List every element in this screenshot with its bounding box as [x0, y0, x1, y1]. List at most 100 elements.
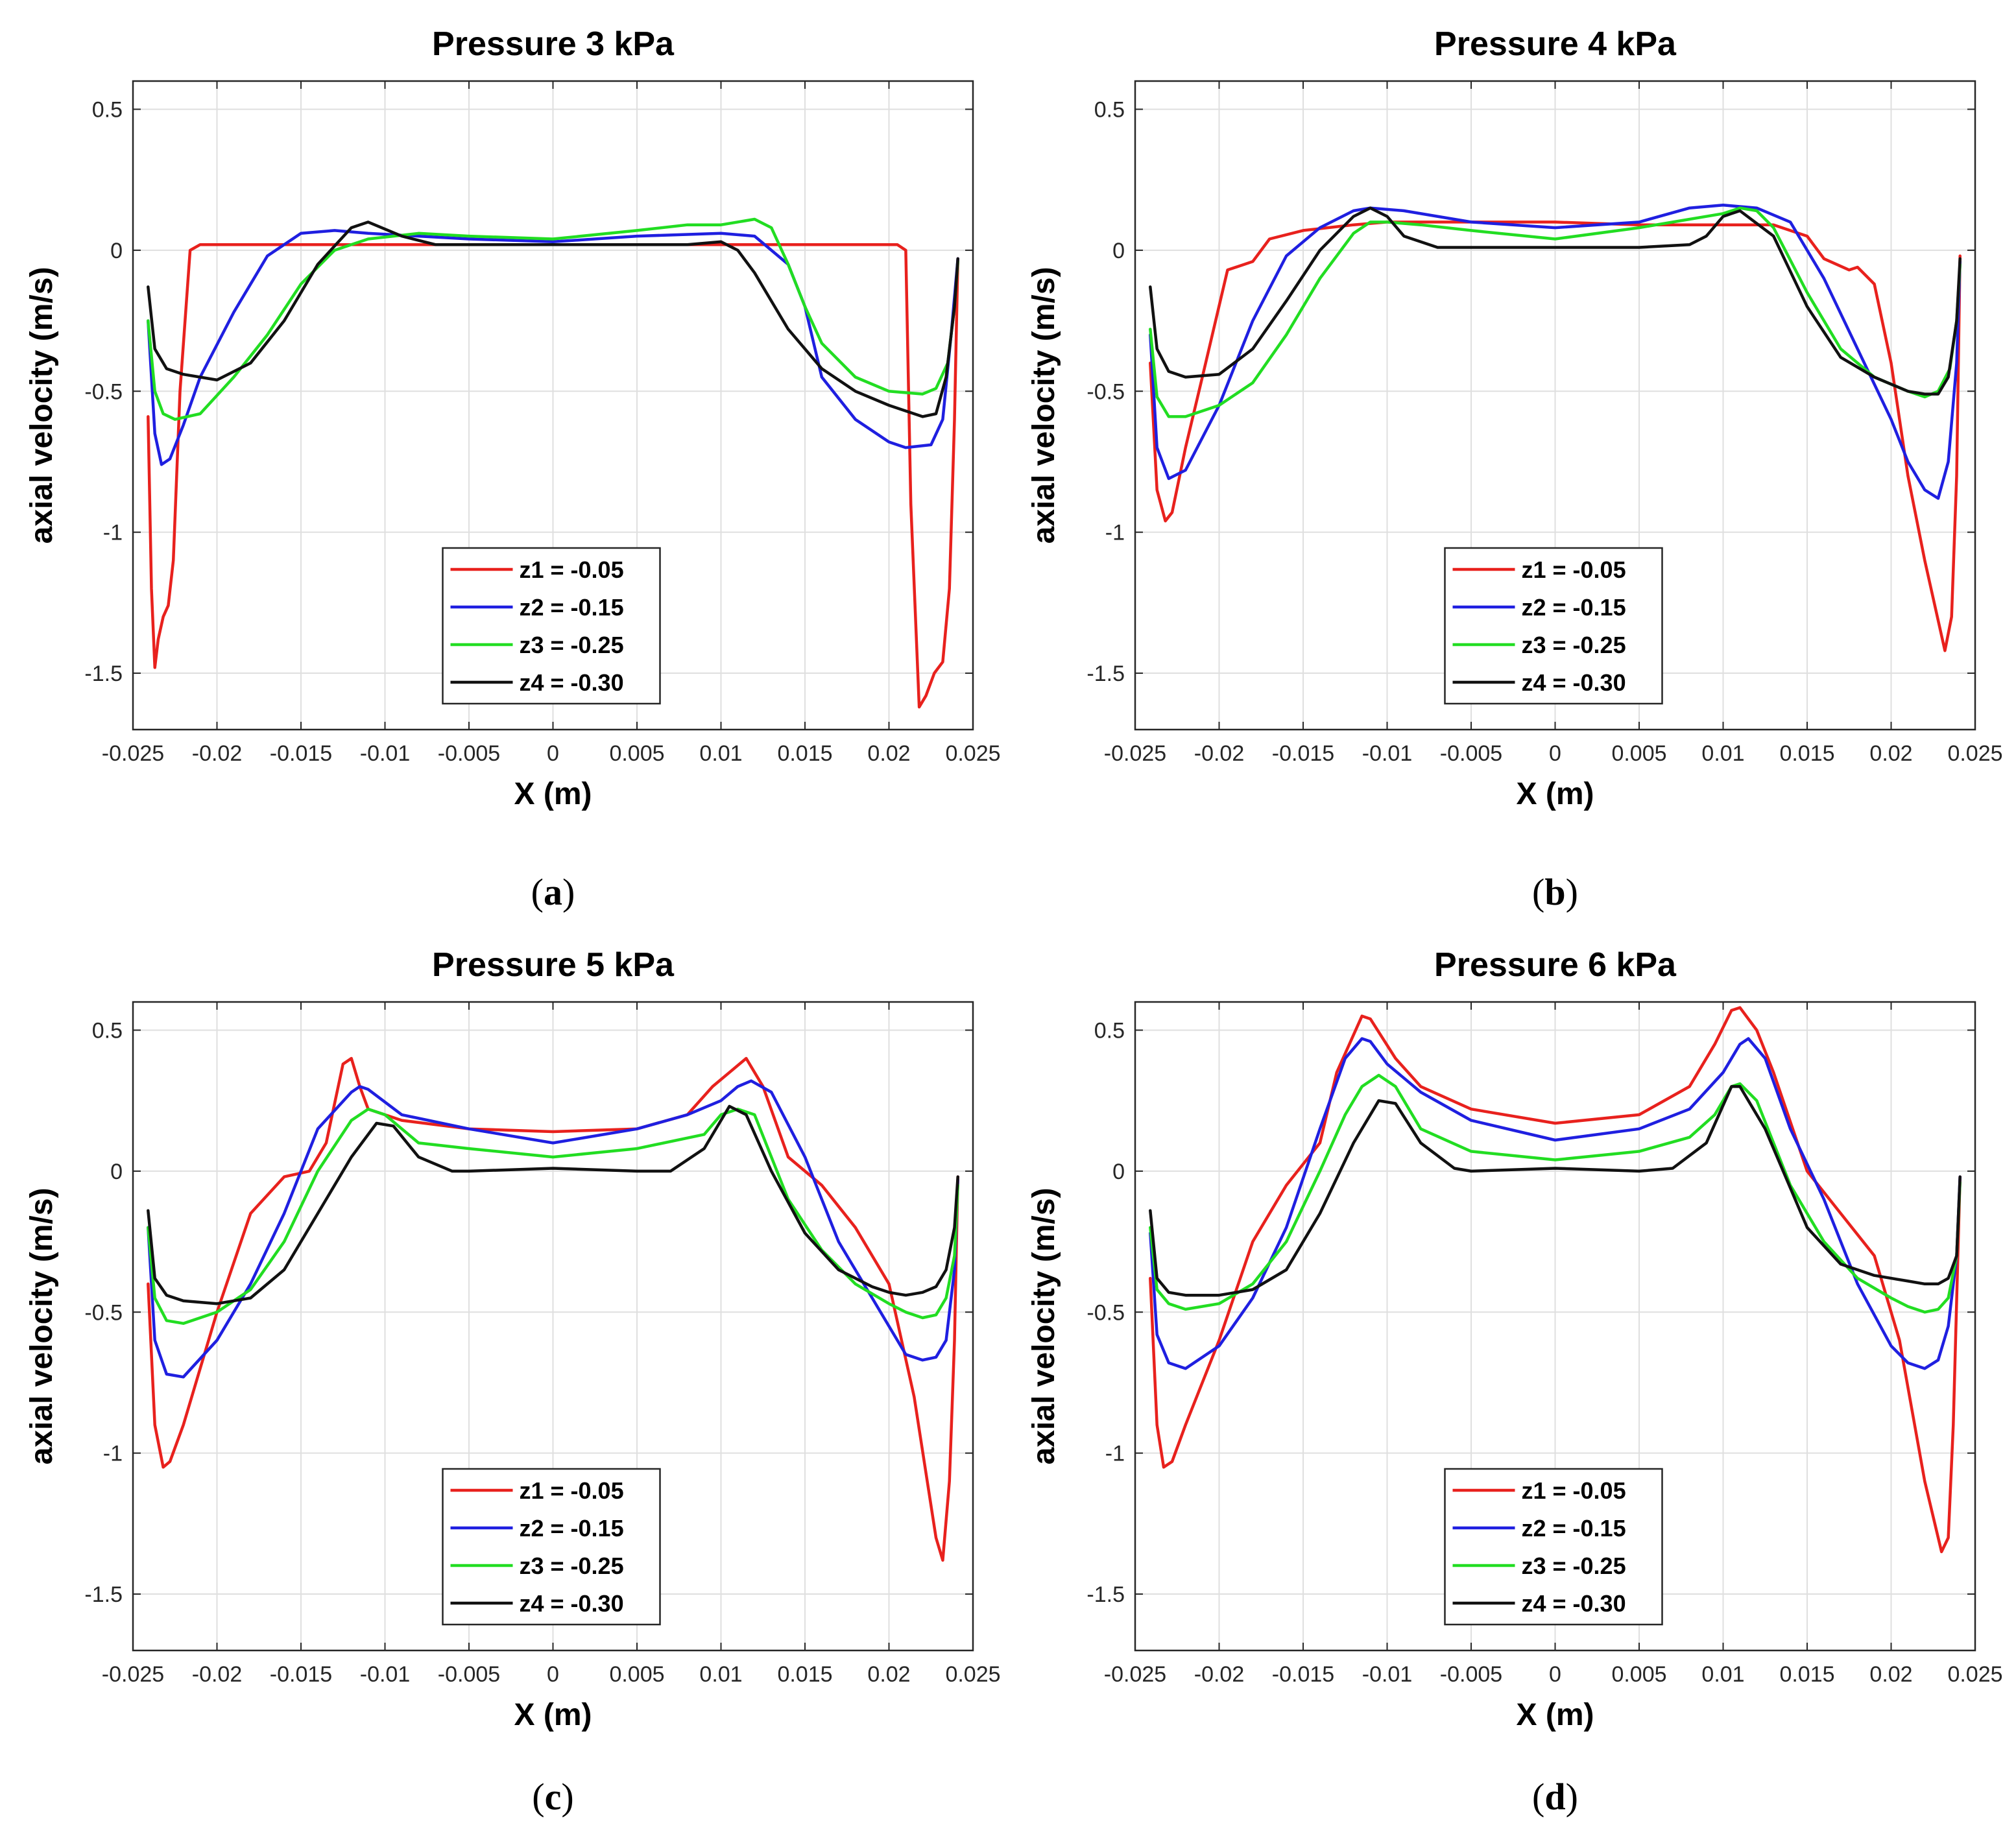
chart-title: Pressure 6 kPa: [1434, 946, 1677, 984]
x-tick-label: -0.02: [1194, 1662, 1245, 1687]
x-tick-label: 0.015: [1779, 741, 1834, 766]
legend-box: [1444, 547, 1663, 705]
x-tick-label: 0.025: [1947, 1662, 2002, 1687]
x-tick-label: -0.015: [1272, 741, 1334, 766]
y-tick-label: -1.5: [1086, 1582, 1125, 1607]
y-tick-label: -1: [103, 1442, 123, 1466]
y-tick-label: -1.5: [84, 661, 123, 686]
chart-title: Pressure 5 kPa: [432, 946, 675, 984]
x-tick-label: 0.015: [1779, 1662, 1834, 1687]
legend-entry-z2: z2 = -0.15: [1522, 594, 1626, 621]
legend-entry-z3: z3 = -0.25: [1522, 1553, 1626, 1579]
x-tick-label: -0.01: [1362, 741, 1413, 766]
legend-entry-z4: z4 = -0.30: [1522, 1590, 1626, 1617]
x-tick-label: 0.025: [1947, 741, 2002, 766]
y-tick-label: -1: [1105, 521, 1125, 545]
x-axis-label: X (m): [514, 777, 592, 811]
legend: z1 = -0.05 z2 = -0.15 z3 = -0.25 z4 = -0.30: [442, 1468, 661, 1626]
y-tick-label: 0.5: [92, 1018, 123, 1043]
series-line-z4: [1149, 1085, 1962, 1297]
y-tick-label: -0.5: [84, 1300, 123, 1325]
series-line-z4: [147, 1104, 959, 1305]
x-tick-label: 0.01: [699, 1662, 742, 1687]
y-tick-label: -0.5: [84, 379, 123, 404]
x-tick-label: 0.005: [1611, 741, 1666, 766]
chart-panel-c: -0.025 -0.02 -0.015 -0.01 -0.005 0 0.005 0.01 0.…: [25, 946, 1001, 1818]
legend: z1 = -0.05 z2 = -0.15 z3 = -0.25 z4 = -0.30: [1444, 547, 1663, 705]
y-tick-label: -0.5: [1086, 379, 1125, 404]
x-tick-label: -0.005: [438, 1662, 500, 1687]
x-tick-label: -0.005: [438, 741, 500, 766]
x-tick-label: -0.01: [1362, 1662, 1413, 1687]
legend-entry-z2: z2 = -0.15: [520, 594, 624, 621]
series-group: [147, 217, 959, 709]
x-tick-label: -0.02: [192, 741, 243, 766]
legend-entry-z2: z2 = -0.15: [520, 1515, 624, 1542]
subfigure-label: (b): [1532, 871, 1578, 913]
series-line-z3: [147, 1107, 959, 1325]
x-tick-label: -0.02: [1194, 741, 1245, 766]
x-tick-label: -0.005: [1440, 1662, 1502, 1687]
x-tick-label: -0.025: [1104, 1662, 1166, 1687]
x-tick-label: -0.015: [270, 741, 332, 766]
series-group: [1149, 1006, 1962, 1554]
y-axis-label: axial velocity (m/s): [1027, 1188, 1061, 1465]
y-tick-label: -1.5: [1086, 661, 1125, 686]
legend: z1 = -0.05 z2 = -0.15 z3 = -0.25 z4 = -0.30: [442, 547, 661, 705]
x-tick-label: 0: [1549, 1662, 1561, 1687]
y-tick-label: 0: [1112, 239, 1125, 263]
legend-entry-z3: z3 = -0.25: [1522, 632, 1626, 658]
x-tick-label: 0.02: [1869, 741, 1912, 766]
series-line-z4: [1149, 206, 1962, 396]
legend-box: [442, 547, 661, 705]
y-tick-label: 0.5: [92, 97, 123, 122]
y-tick-label: 0: [1112, 1160, 1125, 1184]
legend-entry-z1: z1 = -0.05: [520, 1477, 624, 1504]
x-tick-label: -0.01: [360, 741, 411, 766]
subfigure-label: (d): [1532, 1776, 1578, 1818]
legend-entry-z4: z4 = -0.30: [520, 669, 624, 696]
y-axis-label: axial velocity (m/s): [25, 1188, 59, 1465]
legend-entry-z4: z4 = -0.30: [1522, 669, 1626, 696]
x-tick-label: 0.025: [945, 741, 1000, 766]
y-tick-label: 0: [110, 1160, 123, 1184]
x-tick-label: 0.01: [1701, 1662, 1744, 1687]
series-line-z3: [1149, 1073, 1962, 1314]
x-tick-label: -0.01: [360, 1662, 411, 1687]
x-tick-label: 0.01: [1701, 741, 1744, 766]
x-tick-label: 0.02: [1869, 1662, 1912, 1687]
legend-entry-z2: z2 = -0.15: [1522, 1515, 1626, 1542]
series-line-z3: [147, 217, 959, 421]
legend-entry-z1: z1 = -0.05: [520, 556, 624, 583]
x-tick-label: 0.015: [777, 1662, 832, 1687]
x-tick-label: 0.005: [609, 1662, 664, 1687]
x-tick-label: -0.025: [1104, 741, 1166, 766]
legend-entry-z3: z3 = -0.25: [520, 632, 624, 658]
x-tick-label: 0.015: [777, 741, 832, 766]
series-line-z1: [147, 1056, 959, 1562]
subfigure-label: (a): [531, 871, 575, 913]
y-axis-label: axial velocity (m/s): [1027, 267, 1061, 544]
x-tick-label: 0: [547, 1662, 559, 1687]
y-tick-label: 0: [110, 239, 123, 263]
x-tick-label: -0.015: [270, 1662, 332, 1687]
chart-title: Pressure 3 kPa: [432, 25, 675, 63]
x-tick-label: 0.025: [945, 1662, 1000, 1687]
y-tick-label: 0.5: [1094, 97, 1125, 122]
legend-entry-z1: z1 = -0.05: [1522, 556, 1626, 583]
x-tick-label: -0.025: [102, 1662, 164, 1687]
legend-entry-z1: z1 = -0.05: [1522, 1477, 1626, 1504]
x-tick-label: 0.005: [609, 741, 664, 766]
series-group: [147, 1056, 959, 1562]
x-tick-label: -0.005: [1440, 741, 1502, 766]
chart-title: Pressure 4 kPa: [1434, 25, 1677, 63]
x-tick-label: 0.02: [867, 741, 910, 766]
legend-box: [1444, 1468, 1663, 1626]
x-tick-label: 0.005: [1611, 1662, 1666, 1687]
series-line-z2: [1149, 1037, 1962, 1370]
x-axis-label: X (m): [1517, 777, 1594, 811]
x-tick-label: 0: [1549, 741, 1561, 766]
x-axis-label: X (m): [1517, 1698, 1594, 1732]
subfigure-label: (c): [532, 1776, 573, 1818]
